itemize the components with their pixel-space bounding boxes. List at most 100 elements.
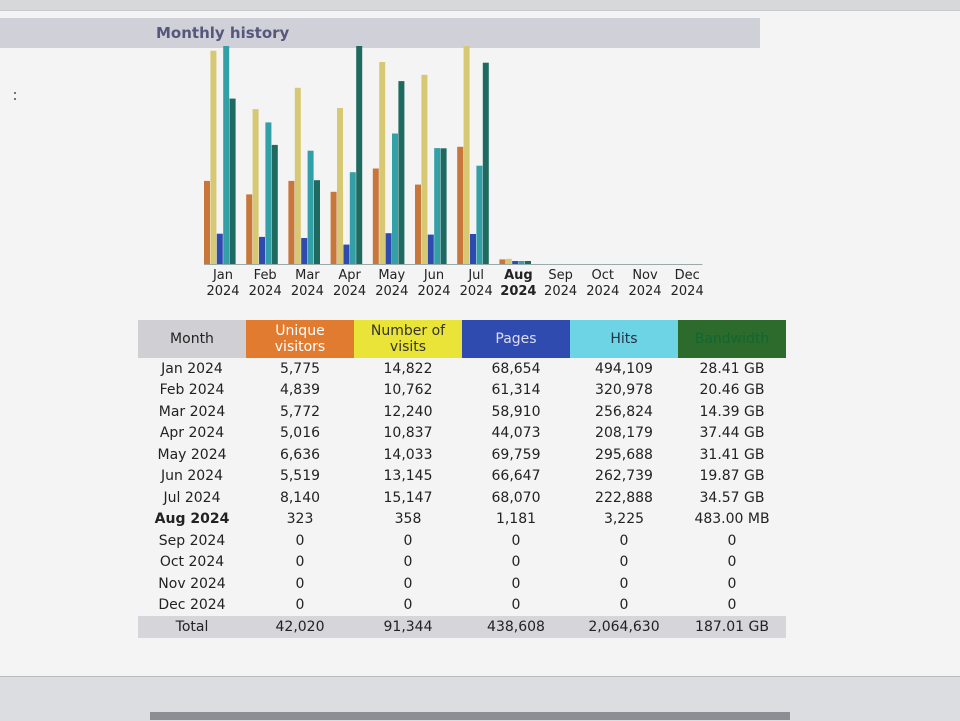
bar-pages-mar [301,238,308,264]
total-unique: 42,020 [246,616,354,638]
table-row: Oct 2024 0 0 0 0 0 [138,552,786,574]
bar-pages-jan [216,233,223,264]
chart-month-label-jan: Jan 2024 [200,268,246,300]
chart-month-label-may: May 2024 [369,268,415,300]
bar-unique-visitors-may [372,168,379,264]
header-visits-line1: Number of [370,323,446,339]
cell-unique: 5,775 [279,360,321,377]
total-bandwidth: 187.01 GB [678,616,786,638]
month-name: Oct [591,268,615,283]
cell-pages: 0 [511,597,521,614]
cell-bandwidth: 14.39 GB [699,403,765,420]
chart-month-label-oct: Oct 2024 [580,268,626,300]
cell-pages: 61,314 [491,382,541,399]
decorative-dot [14,92,16,94]
table-row: Aug 2024 323 358 1,181 3,225 483.00 MB [138,509,786,531]
cell-visits: 0 [403,554,413,571]
table-row: Nov 2024 0 0 0 0 0 [138,573,786,595]
cell-hits: 0 [619,554,629,571]
month-name: Jul [468,268,485,283]
bar-unique-visitors-mar [288,180,295,264]
table-row: May 2024 6,636 14,033 69,759 295,688 31.41 GB [138,444,786,466]
month-year: 2024 [459,284,493,299]
month-name: Mar [295,268,320,283]
bar-visits-may [379,62,386,264]
cell-visits: 0 [403,575,413,592]
cell-pages: 0 [511,532,521,549]
chart-month-label-mar: Mar 2024 [284,268,330,300]
cell-unique: 0 [295,575,305,592]
header-unique-visitors-line1: Unique [275,323,325,339]
month-name: Jan [212,268,234,283]
section-header-bar [0,18,760,48]
cell-hits: 494,109 [595,360,653,377]
cell-bandwidth: 37.44 GB [699,425,765,442]
cell-bandwidth: 34.57 GB [699,489,765,506]
month-name: Jun [423,268,445,283]
chart-month-label-jul: Jul 2024 [453,268,499,300]
header-month: Month [138,320,246,358]
cell-hits: 256,824 [595,403,653,420]
cell-visits: 15,147 [383,489,433,506]
total-pages: 438,608 [462,616,570,638]
header-unique-visitors-line2: visitors [274,339,326,355]
bar-hits-jun [434,148,441,264]
month-year: 2024 [628,284,662,299]
month-year: 2024 [670,284,704,299]
cell-month: Apr 2024 [159,425,225,442]
bar-unique-visitors-apr [330,191,337,264]
bar-hits-aug [518,261,525,264]
chart-month-label-aug: Aug 2024 [495,268,541,300]
cell-bandwidth: 483.00 MB [694,511,770,528]
cell-bandwidth: 19.87 GB [699,468,765,485]
cell-unique: 0 [295,554,305,571]
cell-bandwidth: 20.46 GB [699,382,765,399]
month-name: Aug [504,268,533,283]
cell-month: Sep 2024 [158,532,226,549]
cell-visits: 0 [403,597,413,614]
cell-pages: 69,759 [491,446,541,463]
header-bandwidth: Bandwidth [678,320,786,358]
month-year: 2024 [333,284,367,299]
header-visits-line2: visits [389,339,427,355]
table-body: Jan 2024 5,775 14,822 68,654 494,109 28.41 GB… [138,358,786,616]
table-row: Dec 2024 0 0 0 0 0 [138,595,786,617]
bar-pages-jun [427,234,434,264]
cell-pages: 66,647 [491,468,541,485]
cell-visits: 13,145 [383,468,433,485]
bar-bandwidth-jul [482,62,489,265]
month-name: Nov [632,268,658,283]
bar-visits-jan [210,50,217,265]
cell-visits: 358 [394,511,422,528]
month-year: 2024 [290,284,324,299]
cell-hits: 0 [619,532,629,549]
bar-pages-aug [512,261,519,264]
cell-pages: 68,070 [491,489,541,506]
chart-month-label-sep: Sep 2024 [538,268,584,300]
cell-month: Nov 2024 [158,575,226,592]
month-name: Apr [338,268,361,283]
header-pages: Pages [462,320,570,358]
cell-bandwidth: 0 [727,554,737,571]
bar-visits-mar [294,87,301,264]
bar-bandwidth-jun [440,148,447,264]
bar-hits-may [392,133,398,264]
cell-bandwidth: 0 [727,575,737,592]
cell-month: Jun 2024 [161,468,223,485]
cell-month: Dec 2024 [158,597,226,614]
cell-unique: 6,636 [279,446,321,463]
bar-bandwidth-may [398,81,405,264]
bar-unique-visitors-jun [415,184,421,264]
header-visits: Number of visits [354,320,462,358]
table-header-row: Month Unique visitors Number of visits P… [138,320,786,358]
monthly-stats-table: Month Unique visitors Number of visits P… [138,320,786,638]
table-row: Mar 2024 5,772 12,240 58,910 256,824 14.39 GB [138,401,786,423]
bar-unique-visitors-feb [246,194,253,264]
decorative-dot [14,98,16,100]
bar-hits-jul [476,165,483,264]
header-hits: Hits [570,320,678,358]
cell-unique: 5,519 [279,468,321,485]
total-hits: 2,064,630 [570,616,678,638]
table-row: Apr 2024 5,016 10,837 44,073 208,179 37.44 GB [138,423,786,445]
